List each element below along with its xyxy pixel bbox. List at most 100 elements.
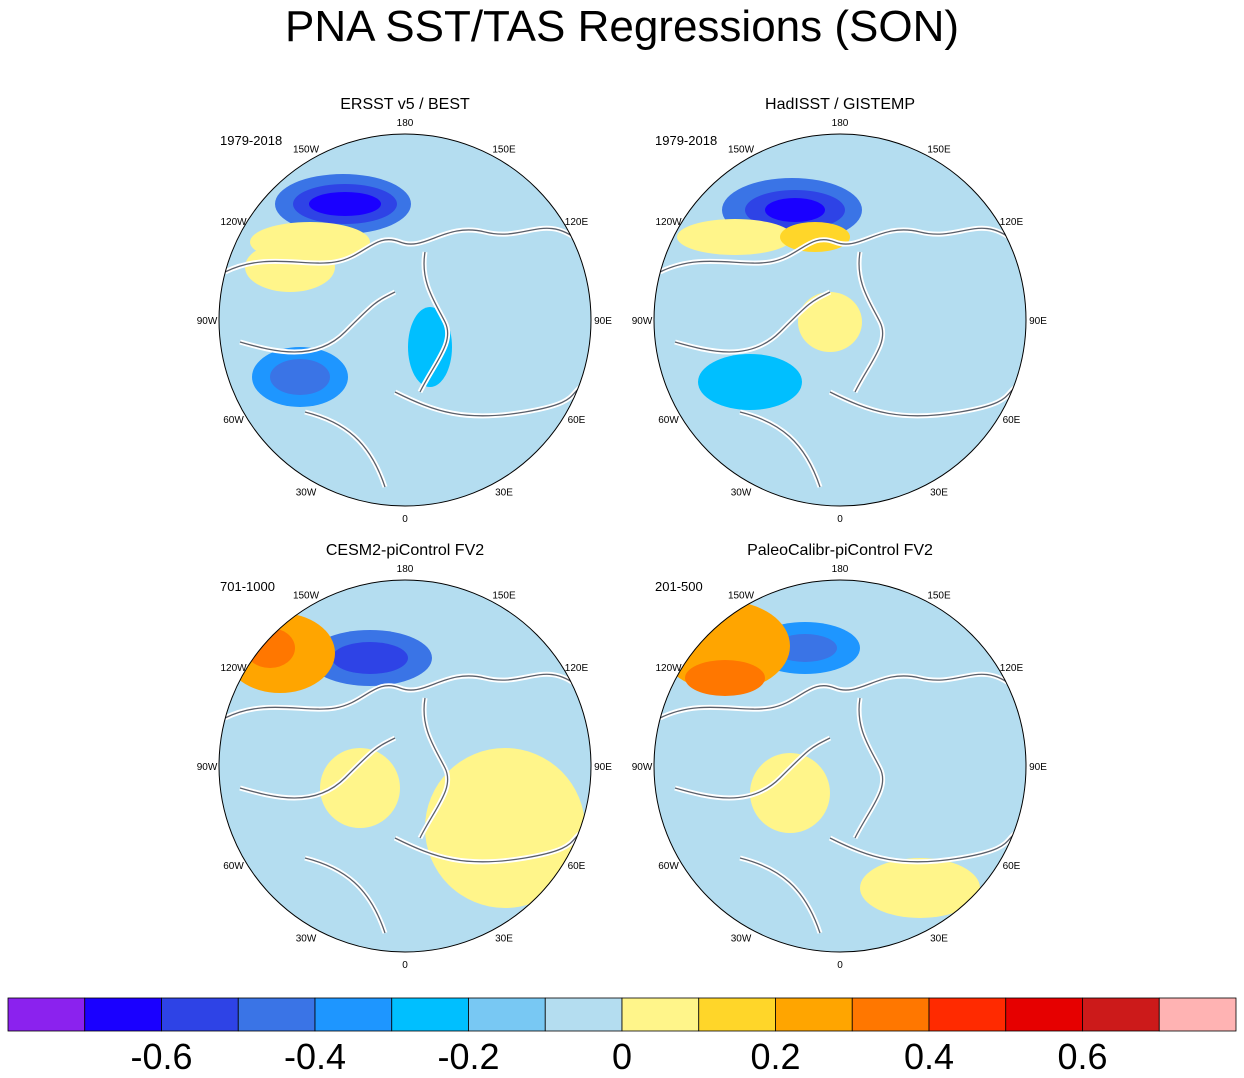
anomaly-region: [860, 858, 980, 918]
longitude-label: 120E: [565, 663, 589, 674]
longitude-label: 180: [397, 118, 414, 129]
polar-map: CESM2-piControl FV2 701-1000 180 150E 120E 90…: [197, 542, 613, 971]
coastline: [739, 827, 1026, 934]
longitude-label: 60W: [223, 415, 244, 426]
longitude-label: 0: [402, 960, 408, 971]
longitude-label: 60W: [658, 415, 679, 426]
colorbar-swatch: [928, 997, 1007, 1032]
map-field: [654, 580, 1026, 952]
anomaly-region: [677, 219, 793, 255]
longitude-label: 120E: [565, 217, 589, 228]
longitude-label: 30E: [495, 933, 513, 944]
longitude-label: 90E: [1029, 316, 1047, 327]
anomaly-region: [332, 642, 408, 674]
map-border: [218, 133, 592, 507]
longitude-label: 150W: [728, 591, 755, 602]
coastline: [674, 291, 831, 353]
longitude-label: 150W: [728, 145, 755, 156]
longitude-label: 120W: [220, 217, 247, 228]
longitude-label: 180: [832, 564, 849, 575]
longitude-label: 0: [837, 960, 843, 971]
anomaly-region: [425, 748, 585, 908]
longitude-label: 180: [397, 564, 414, 575]
longitude-label: 0: [402, 514, 408, 525]
panel-title: CESM2-piControl FV2: [326, 542, 484, 559]
anomaly-region: [320, 748, 400, 828]
colorbar-swatch: [621, 997, 700, 1032]
colorbar: -0.6 -0.4 -0.2 0 0.2 0.4 0.6: [7, 997, 1237, 1077]
longitude-label: 30E: [930, 933, 948, 944]
colorbar-swatch: [775, 997, 853, 1032]
anomaly-region: [309, 191, 381, 217]
colorbar-label: 0.2: [750, 1036, 800, 1077]
panel-title: ERSST v5 / BEST: [340, 96, 470, 113]
colorbar-swatch: [391, 997, 469, 1032]
longitude-label: 90W: [632, 762, 653, 773]
longitude-label: 180: [832, 118, 849, 129]
panel-title: HadISST / GISTEMP: [765, 96, 915, 113]
colorbar-swatch: [1082, 997, 1160, 1032]
coastline: [659, 227, 1016, 273]
longitude-label: 90E: [594, 762, 612, 773]
longitude-label: 90E: [1029, 762, 1047, 773]
colorbar-swatch: [698, 997, 776, 1032]
coastline: [854, 697, 884, 839]
coastline: [659, 673, 1016, 719]
colorbar-swatch: [1005, 997, 1083, 1032]
coastline: [854, 251, 884, 393]
colorbar-swatch: [468, 997, 546, 1032]
anomaly-region: [245, 242, 335, 292]
longitude-label: 150W: [293, 591, 320, 602]
longitude-label: 30E: [495, 487, 513, 498]
colorbar-label: -0.6: [130, 1036, 192, 1077]
colorbar-label: -0.2: [437, 1036, 499, 1077]
colorbar-swatch: [7, 997, 86, 1032]
coastline: [419, 697, 449, 839]
coastline: [739, 381, 1026, 488]
polar-map: PaleoCalibr-piControl FV2 201-500 180 150E 1…: [632, 542, 1048, 971]
longitude-label: 120W: [220, 663, 247, 674]
longitude-label: 120E: [1000, 663, 1024, 674]
longitude-label: 30W: [296, 933, 317, 944]
colorbar-label: 0: [612, 1036, 632, 1077]
longitude-label: 0: [837, 514, 843, 525]
coastline: [239, 737, 396, 799]
colorbar-label: 0.6: [1057, 1036, 1107, 1077]
longitude-label: 60E: [568, 415, 586, 426]
longitude-label: 60E: [1003, 415, 1021, 426]
longitude-label: 30W: [731, 933, 752, 944]
colorbar-label: 0.4: [904, 1036, 954, 1077]
longitude-label: 60W: [223, 861, 244, 872]
colorbar-swatch: [84, 997, 162, 1032]
anomaly-region: [765, 198, 825, 222]
period-label: 1979-2018: [220, 133, 282, 148]
coastline: [304, 827, 591, 934]
colorbar-swatch: [544, 997, 623, 1032]
map-field: [654, 134, 1026, 506]
coastline: [304, 381, 591, 488]
anomaly-region: [750, 753, 830, 833]
map-border: [218, 579, 592, 953]
colorbar-swatch: [314, 997, 393, 1032]
anomaly-region: [798, 292, 862, 352]
background-field: [219, 134, 591, 506]
longitude-label: 60E: [568, 861, 586, 872]
longitude-label: 60W: [658, 861, 679, 872]
panel-title: PaleoCalibr-piControl FV2: [747, 542, 933, 559]
panel-ersst-best: ERSST v5 / BEST 1979-2018 180 150E 120E 90E 60…: [195, 92, 615, 532]
colorbar-swatch: [237, 997, 316, 1032]
anomaly-region: [780, 222, 850, 252]
coastline: [224, 673, 581, 719]
period-label: 701-1000: [220, 579, 275, 594]
map-border: [653, 579, 1027, 953]
colorbar-swatch: [161, 997, 239, 1032]
panel-cesm2-picontrol: CESM2-piControl FV2 701-1000 180 150E 120E 90…: [195, 538, 615, 978]
longitude-label: 90W: [197, 316, 218, 327]
longitude-label: 30W: [296, 487, 317, 498]
longitude-label: 150W: [293, 145, 320, 156]
longitude-label: 90W: [197, 762, 218, 773]
longitude-label: 150E: [492, 591, 516, 602]
period-label: 201-500: [655, 579, 703, 594]
polar-map: ERSST v5 / BEST 1979-2018 180 150E 120E 90E 60…: [197, 96, 613, 525]
longitude-label: 60E: [1003, 861, 1021, 872]
